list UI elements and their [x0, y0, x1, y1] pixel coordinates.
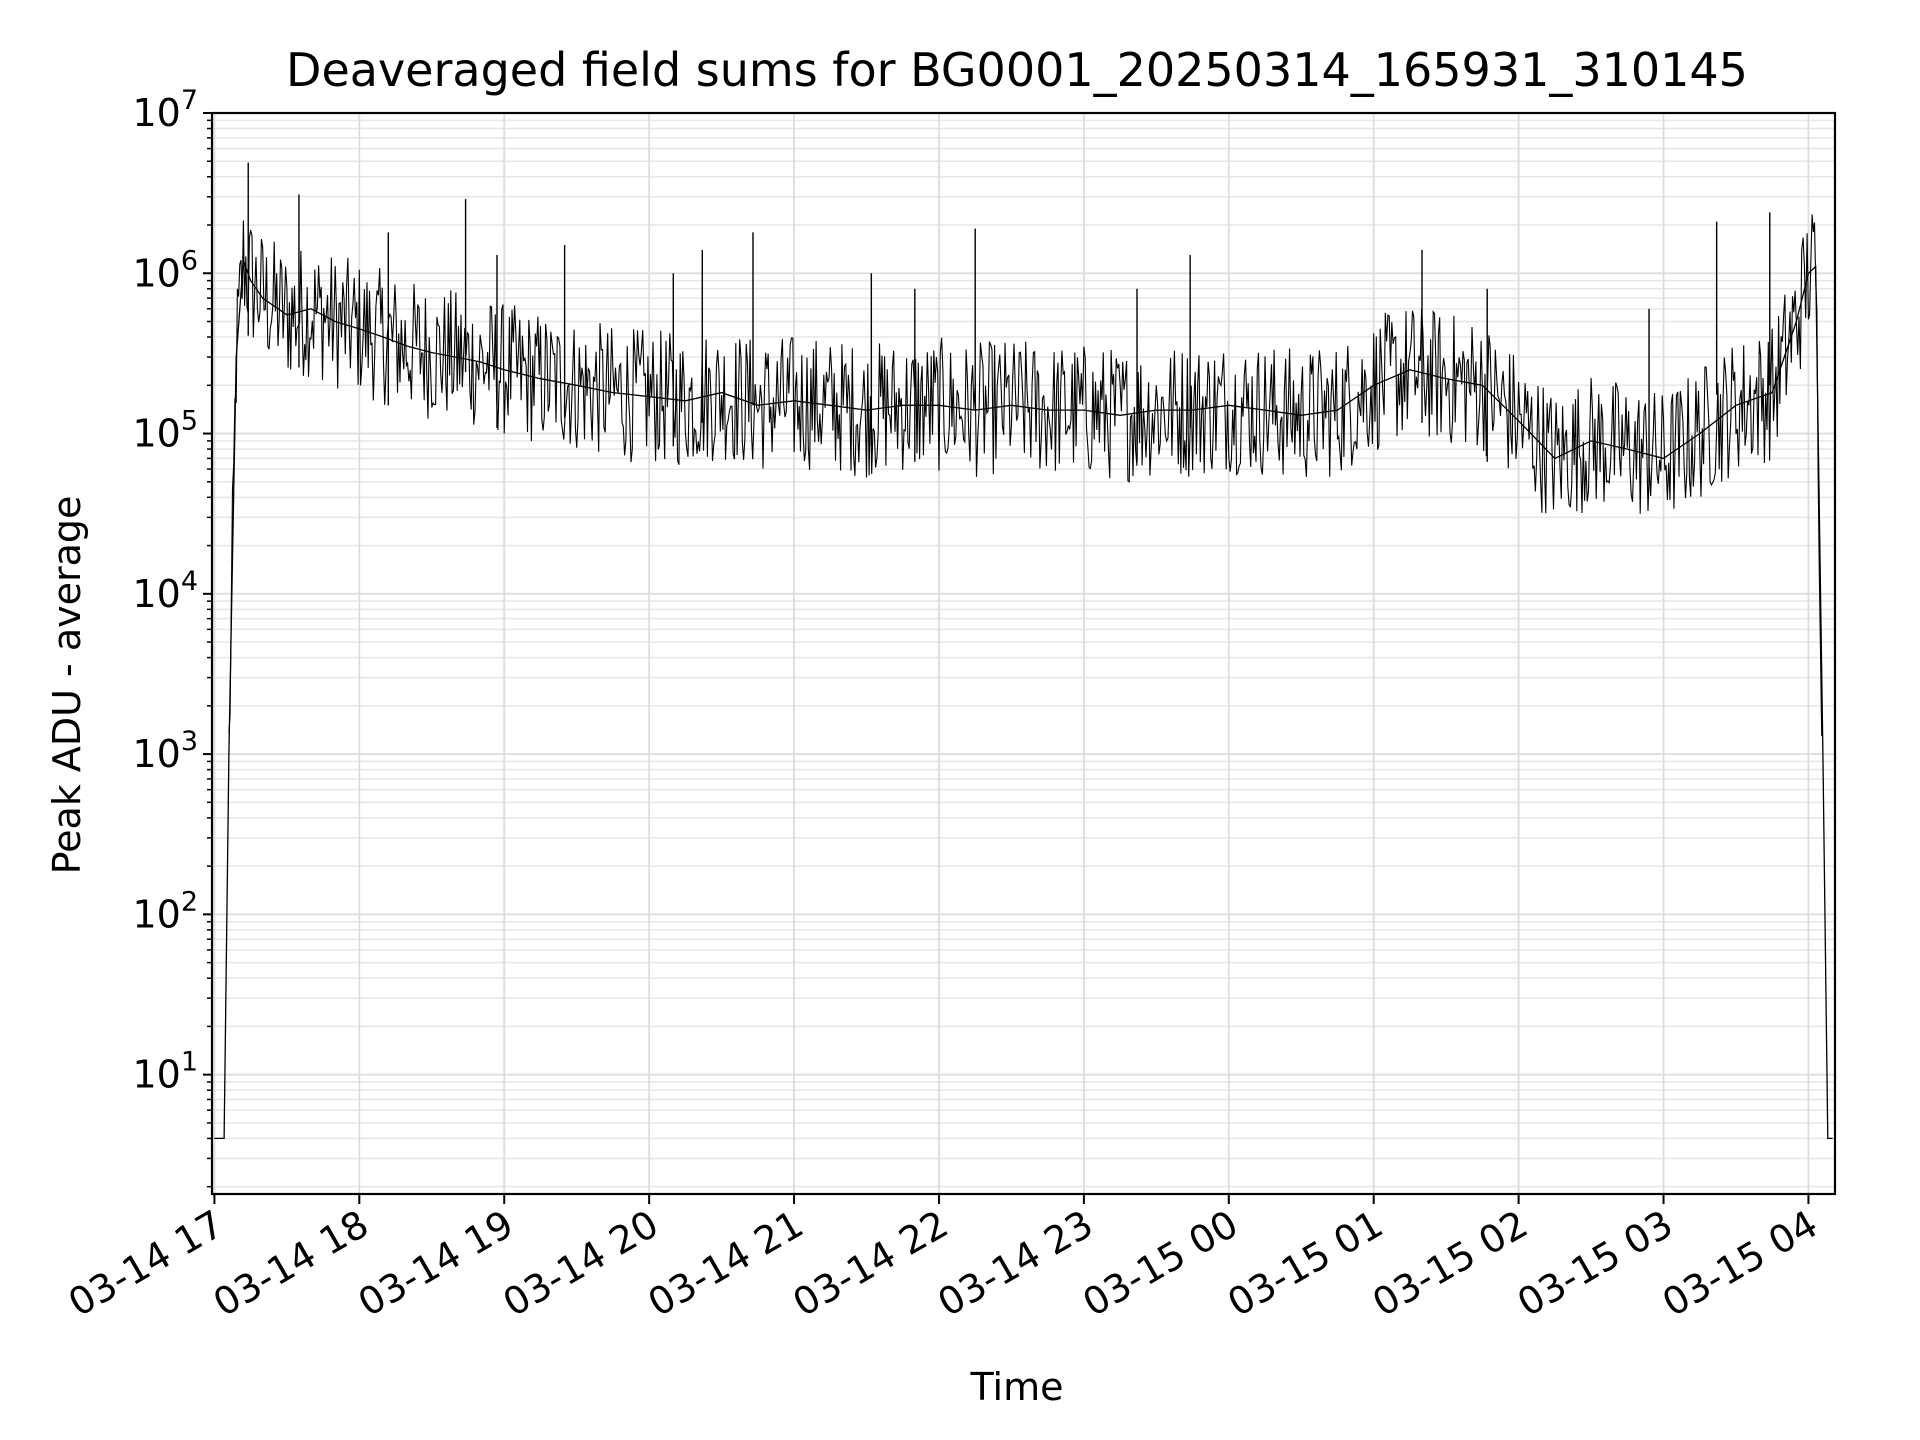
y-tick-label-exponent: 2: [181, 886, 198, 917]
y-tick-label: 103: [132, 726, 198, 776]
y-tick-label-base: 10: [132, 91, 180, 135]
y-tick-label: 101: [132, 1047, 198, 1097]
y-axis-label: Peak ADU - average: [45, 496, 89, 875]
y-tick-label-exponent: 6: [181, 245, 198, 276]
y-tick-label-base: 10: [132, 1053, 180, 1097]
y-tick-label-base: 10: [132, 251, 180, 295]
y-tick-label: 107: [132, 85, 198, 135]
y-tick-label: 105: [132, 406, 198, 456]
major-gridlines: [212, 112, 1835, 1194]
y-tick-label-base: 10: [132, 732, 180, 776]
minor-gridlines: [212, 119, 1835, 1188]
y-tick-label-exponent: 7: [181, 85, 198, 116]
y-tick-label: 104: [132, 566, 198, 616]
y-tick-label-exponent: 5: [181, 406, 198, 437]
plot-frame: [210, 111, 1837, 1196]
y-tick-label-exponent: 4: [181, 566, 198, 597]
y-tick-label-base: 10: [132, 572, 180, 616]
series-noise: [228, 214, 1823, 737]
x-axis-label: Time: [970, 1365, 1064, 1409]
y-tick-label-base: 10: [132, 412, 180, 456]
series-layer: [214, 162, 1833, 1140]
y-tick-label: 106: [132, 245, 198, 295]
y-tick-label-exponent: 3: [181, 726, 198, 757]
chart-title: Deaveraged field sums for BG0001_2025031…: [286, 43, 1748, 97]
y-tick-label-exponent: 1: [181, 1047, 198, 1078]
y-tick-label-base: 10: [132, 892, 180, 936]
y-tick-label: 102: [132, 886, 198, 936]
